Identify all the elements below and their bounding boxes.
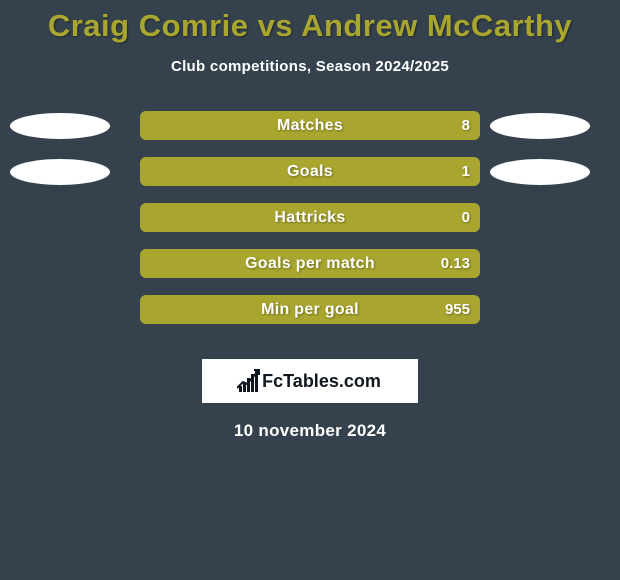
stat-row: Matches 8 xyxy=(0,111,620,140)
stat-value: 955 xyxy=(445,301,470,318)
stat-label: Hattricks xyxy=(274,209,345,227)
footer-date: 10 november 2024 xyxy=(0,421,620,441)
stat-value: 8 xyxy=(462,117,470,134)
stat-label: Goals xyxy=(287,163,333,181)
stat-row: Hattricks 0 xyxy=(0,203,620,232)
right-ellipse xyxy=(490,113,590,139)
stat-bar: Hattricks 0 xyxy=(140,203,480,232)
stats-container: Matches 8 Goals 1 Hattricks 0 Goals per match 0… xyxy=(0,111,620,341)
stat-row: Goals 1 xyxy=(0,157,620,186)
brand-badge: FcTables.com xyxy=(202,359,418,403)
right-ellipse xyxy=(490,159,590,185)
page-title: Craig Comrie vs Andrew McCarthy xyxy=(0,0,620,44)
stat-label: Matches xyxy=(277,117,343,135)
stat-row: Goals per match 0.13 xyxy=(0,249,620,278)
left-ellipse xyxy=(10,159,110,185)
brand-text: FcTables.com xyxy=(262,371,381,392)
chart-icon xyxy=(239,370,258,392)
subtitle: Club competitions, Season 2024/2025 xyxy=(0,58,620,75)
stat-value: 0.13 xyxy=(441,255,470,272)
stat-bar: Min per goal 955 xyxy=(140,295,480,324)
stat-value: 1 xyxy=(462,163,470,180)
stat-row: Min per goal 955 xyxy=(0,295,620,324)
left-ellipse xyxy=(10,113,110,139)
stat-bar: Goals per match 0.13 xyxy=(140,249,480,278)
stat-value: 0 xyxy=(462,209,470,226)
stat-label: Goals per match xyxy=(245,255,375,273)
stat-label: Min per goal xyxy=(261,301,359,319)
stat-bar: Goals 1 xyxy=(140,157,480,186)
stat-bar: Matches 8 xyxy=(140,111,480,140)
